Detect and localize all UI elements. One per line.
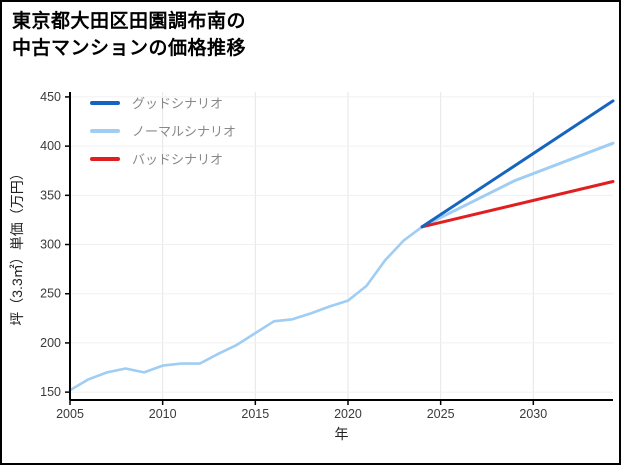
x-tick-label: 2005 [56, 407, 84, 421]
y-tick-label: 450 [40, 90, 61, 104]
series-bad-scenario [420, 180, 615, 229]
y-tick-label: 200 [40, 336, 61, 350]
y-tick-label: 300 [40, 238, 61, 252]
legend-label: ノーマルシナリオ [132, 124, 237, 139]
x-tick-label: 2025 [427, 407, 455, 421]
chart-legend: グッドシナリオ ノーマルシナリオ バッドシナリオ [90, 93, 236, 168]
x-tick-label: 2010 [149, 407, 177, 421]
chart-title-line-1: 東京都大田区田園調布南の [12, 11, 247, 32]
legend-item: グッドシナリオ [90, 93, 236, 112]
y-tick-label: 350 [40, 188, 61, 202]
series-normal-scenario [420, 141, 615, 229]
legend-label: グッドシナリオ [132, 96, 224, 111]
y-tick-label: 250 [40, 287, 61, 301]
x-tick-label: 2015 [241, 407, 269, 421]
chart-title: 東京都大田区田園調布南の 中古マンションの価格推移 [12, 9, 246, 63]
series-history [68, 225, 424, 392]
x-axis-title: 年 [335, 426, 349, 442]
y-tick-label: 400 [40, 139, 61, 153]
chart-title-line-2: 中古マンションの価格推移 [12, 37, 247, 59]
x-tick-label: 2020 [334, 407, 362, 421]
legend-swatch [90, 100, 120, 105]
x-tick-label: 2030 [519, 407, 547, 421]
series-good-scenario [420, 99, 615, 229]
y-tick-label: 150 [40, 385, 61, 399]
legend-item: ノーマルシナリオ [90, 121, 236, 140]
y-axis-title: 坪（3.3㎡）単価（万円） [9, 166, 25, 325]
legend-item: バッドシナリオ [90, 149, 236, 168]
legend-swatch [90, 156, 120, 161]
legend-swatch [90, 128, 120, 133]
legend-label: バッドシナリオ [132, 152, 224, 167]
